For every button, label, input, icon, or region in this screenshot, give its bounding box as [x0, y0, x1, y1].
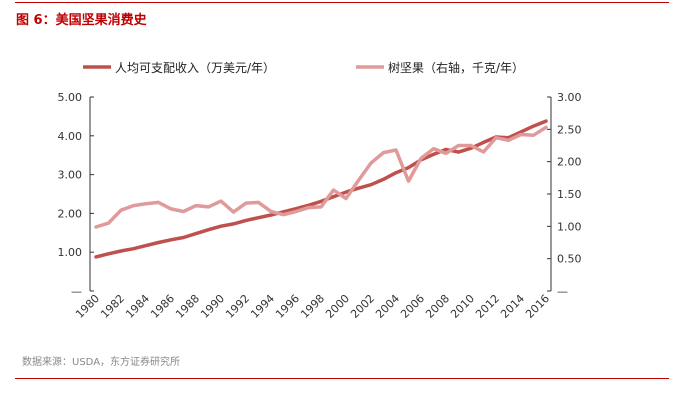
- x-tick-label: 1986: [148, 292, 177, 321]
- legend-label: 人均可支配收入（万美元/年）: [115, 61, 275, 75]
- right-tick-label: 0.50: [557, 253, 582, 266]
- x-tick-label: 1990: [198, 292, 227, 321]
- x-tick-label: 1998: [298, 292, 327, 321]
- x-tick-label: 1984: [123, 292, 152, 321]
- right-tick-label: 1.50: [557, 188, 582, 201]
- left-tick-label: 3.00: [58, 169, 83, 182]
- series-line-2: [94, 125, 548, 229]
- x-tick-label: 2010: [448, 292, 477, 321]
- left-tick-label: 2.00: [58, 207, 83, 220]
- right-tick-label: 2.00: [557, 156, 582, 169]
- x-tick-label: 1994: [248, 292, 277, 321]
- right-tick-label: 3.00: [557, 91, 582, 104]
- right-tick-label: 2.50: [557, 123, 582, 136]
- x-tick-label: 1996: [273, 292, 302, 321]
- bottom-rule: [15, 378, 669, 379]
- top-rule: [15, 2, 669, 3]
- legend-label: 树坚果（右轴，千克/年）: [388, 60, 524, 75]
- x-tick-label: 2006: [398, 292, 427, 321]
- x-tick-label: 1992: [223, 292, 252, 321]
- series-line-1: [94, 119, 548, 259]
- x-tick-label: 2014: [498, 292, 527, 321]
- source-note: 数据来源：USDA，东方证券研究所: [22, 357, 181, 368]
- x-tick-label: 1982: [98, 292, 127, 321]
- figure-title: 图 6：美国坚果消费史: [16, 13, 147, 28]
- right-tick-label: 1.00: [557, 220, 582, 233]
- x-tick-label: 1988: [173, 292, 202, 321]
- x-tick-label: 2008: [423, 292, 452, 321]
- left-tick-label: —: [71, 285, 82, 298]
- x-tick-label: 2000: [323, 292, 352, 321]
- x-tick-label: 2012: [473, 292, 502, 321]
- x-tick-label: 2016: [523, 292, 552, 321]
- x-tick-label: 2004: [373, 292, 402, 321]
- left-tick-label: 4.00: [58, 130, 83, 143]
- left-tick-label: 1.00: [58, 246, 83, 259]
- left-tick-label: 5.00: [58, 91, 83, 104]
- right-tick-label: —: [557, 285, 568, 298]
- x-tick-label: 2002: [348, 292, 377, 321]
